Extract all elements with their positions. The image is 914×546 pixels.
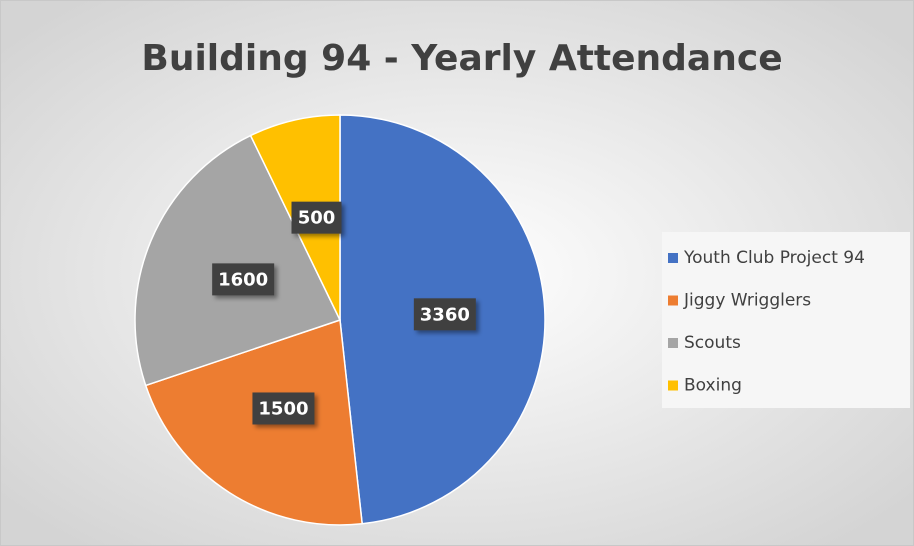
legend-swatch xyxy=(668,295,678,306)
legend-label: Boxing xyxy=(684,376,742,396)
legend-swatch xyxy=(668,253,678,263)
chart-title: Building 94 - Yearly Attendance xyxy=(141,38,782,79)
legend-swatch xyxy=(668,338,678,348)
data-label-box xyxy=(413,298,476,331)
legend-swatch xyxy=(668,380,678,391)
data-label: 1500 xyxy=(258,398,308,419)
data-label: 3360 xyxy=(420,304,470,325)
data-label-box xyxy=(291,201,342,234)
data-label: 500 xyxy=(298,208,336,229)
data-label-box xyxy=(212,263,275,296)
data-label-box xyxy=(252,392,315,425)
legend-label: Youth Club Project 94 xyxy=(683,248,865,268)
data-label: 1600 xyxy=(218,269,268,290)
legend-label: Jiggy Wrigglers xyxy=(683,291,811,311)
legend-label: Scouts xyxy=(684,333,741,353)
pie-slice xyxy=(134,134,342,387)
legend-box xyxy=(662,232,910,408)
